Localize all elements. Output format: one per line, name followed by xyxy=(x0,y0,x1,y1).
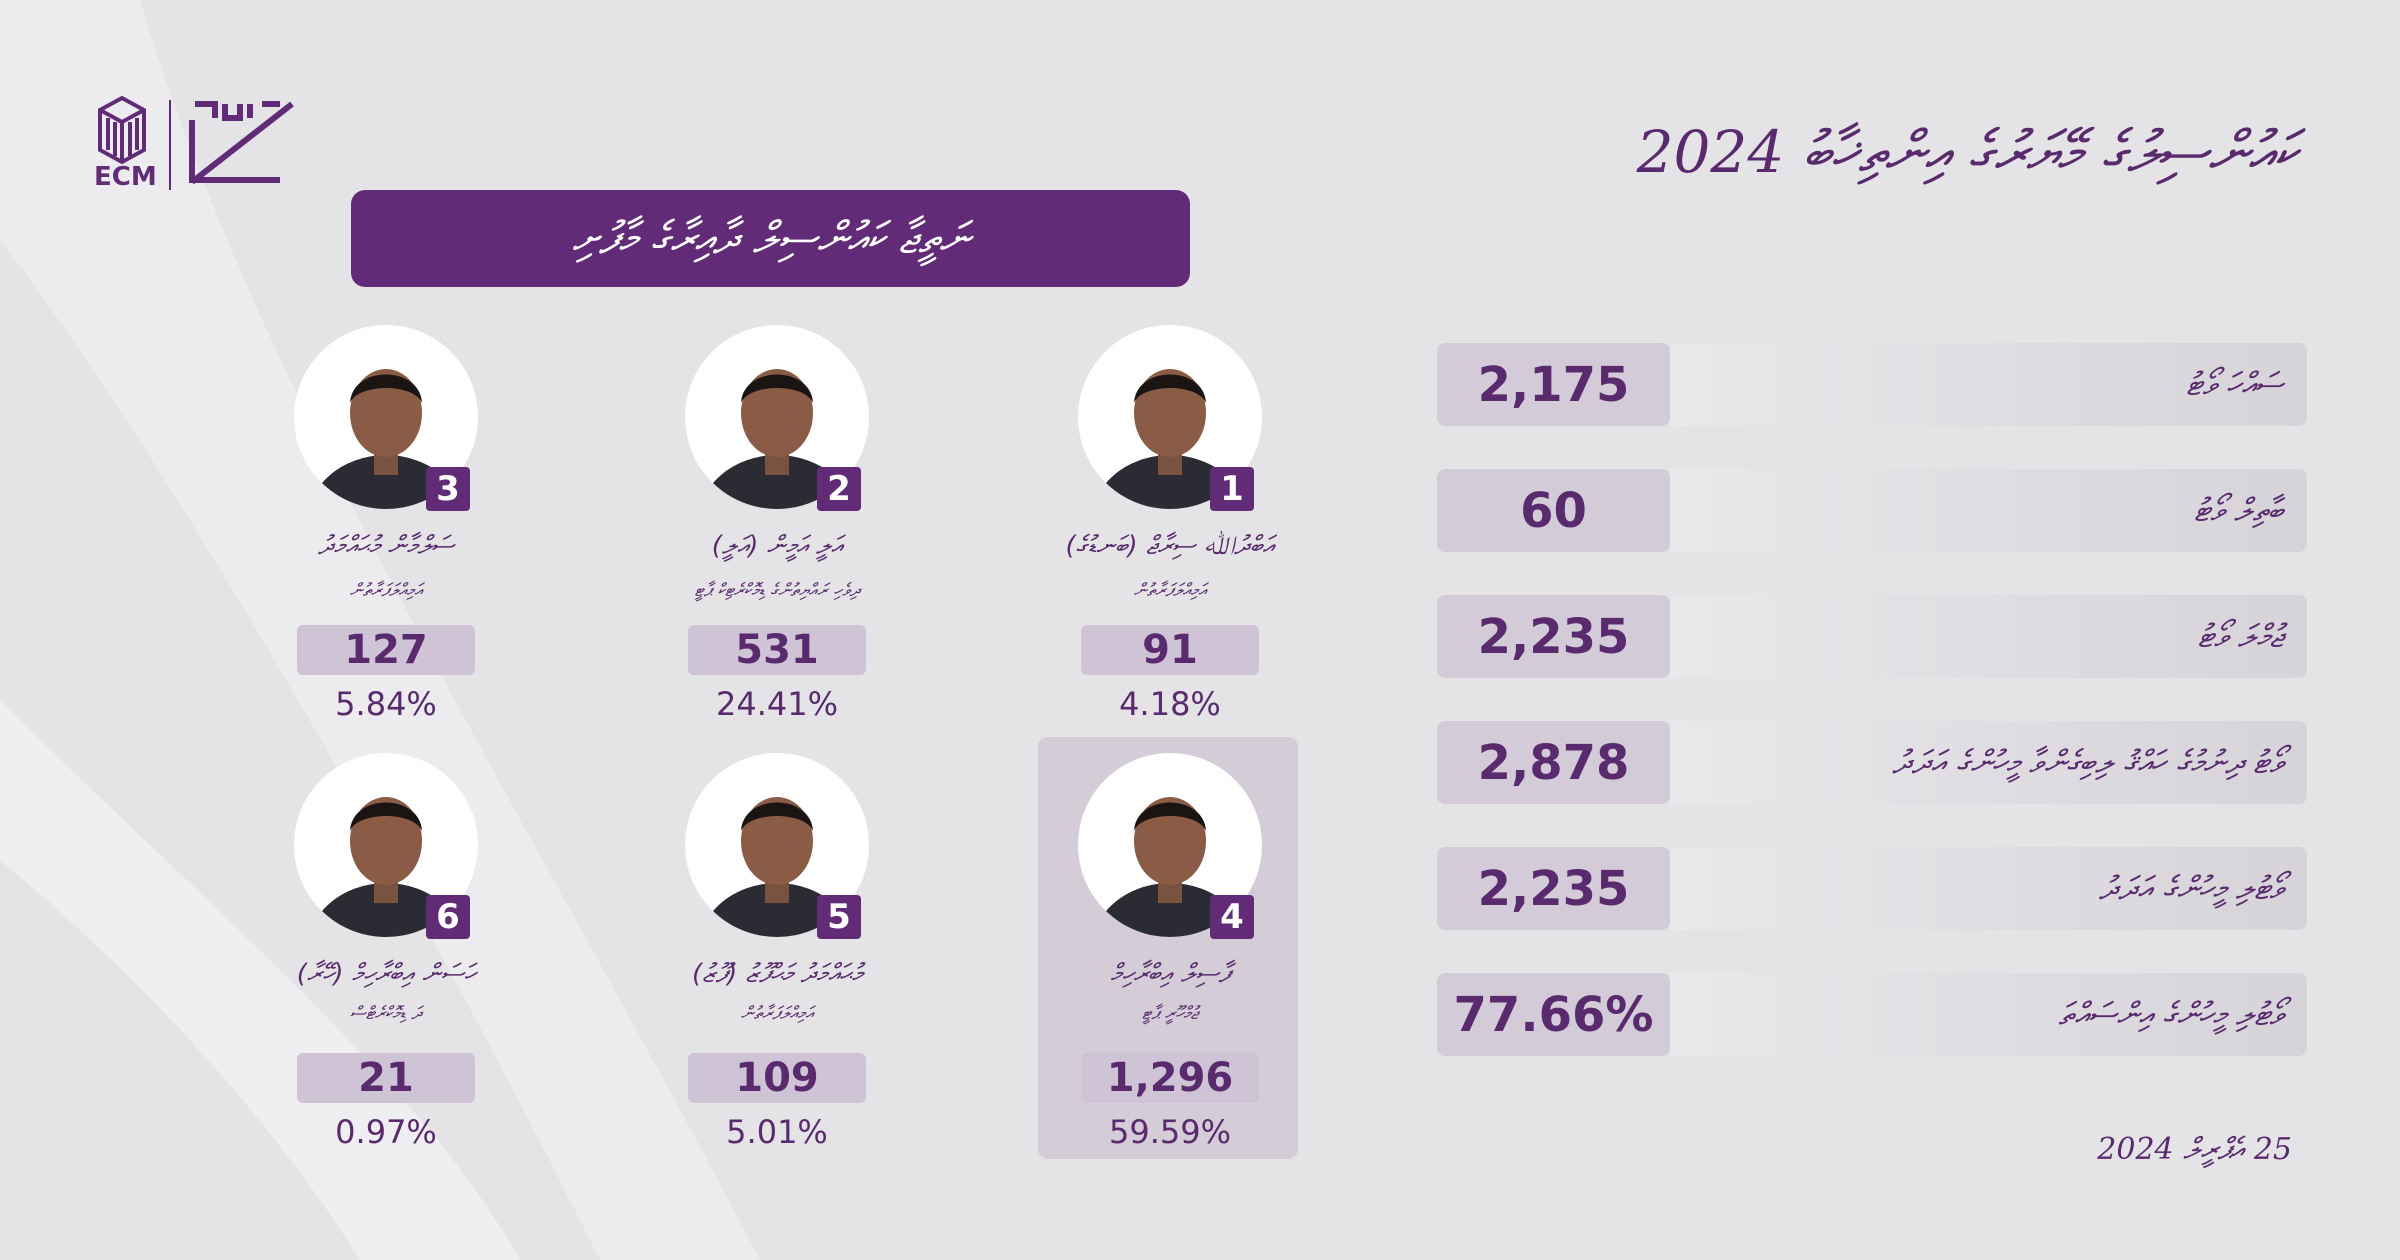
candidate-affiliation: އަމިއްލަފަރާތުން xyxy=(349,580,423,601)
stat-row: ޖުމްލަ ވޯޓު 2,235 xyxy=(1437,595,2307,678)
portrait xyxy=(308,797,464,937)
candidate-name: އަބްދުﷲ ސިރާޖް (ބަނޑުގެ) xyxy=(1065,531,1275,561)
candidate-votes: 109 xyxy=(688,1053,866,1103)
candidate-number: 5 xyxy=(817,895,861,939)
candidate-number: 6 xyxy=(426,895,470,939)
candidate-votes: 531 xyxy=(688,625,866,675)
candidate-photo xyxy=(685,325,869,509)
candidate-percent: 5.01% xyxy=(726,1113,828,1151)
stat-row: ވޯޓުލި މީހުންގެ އަދަދު 2,235 xyxy=(1437,847,2307,930)
banner: ނަތީޖާ ކައުންސިލް ދާއިރާގެ މާފުށި xyxy=(351,190,1190,287)
stat-row: ވޯޓު ދިނުމުގެ ހައްޤު ލިބިގެންވާ މީހުންގެ… xyxy=(1437,721,2307,804)
candidate-votes: 91 xyxy=(1081,625,1259,675)
stat-value: 2,235 xyxy=(1437,847,1670,930)
candidate-percent: 5.84% xyxy=(335,685,437,723)
title: ކައުންސިލުގެ މޭޔަރުގެ އިންތިޚާބު 2024 xyxy=(1636,118,2297,186)
candidate-affiliation: އަމިއްލަފަރާތުން xyxy=(1133,580,1207,601)
stat-value: 77.66% xyxy=(1437,973,1670,1056)
bg-swoosh xyxy=(0,700,520,1260)
portrait xyxy=(699,369,855,509)
candidate-name: ހަސަން އިބްރާހިމް (ހޭރާ) xyxy=(296,959,476,989)
portrait xyxy=(308,369,464,509)
candidate-affiliation: އަމިއްލަފަރާތުން xyxy=(740,1003,814,1024)
candidate-number: 3 xyxy=(426,467,470,511)
stat-label: ވޯޓު ދިނުމުގެ ހައްޤު ލިބިގެންވާ މީހުންގެ… xyxy=(1670,721,2307,804)
candidate-name: ސަލްމާން މުޙައްމަދު xyxy=(318,531,454,561)
logo-mark xyxy=(189,101,294,185)
stat-label: ޖުމްލަ ވޯޓު xyxy=(1670,595,2307,678)
candidate-affiliation: ދަ ޑިމޮކްރެޓްސް xyxy=(349,1003,423,1024)
logo-icon xyxy=(98,95,146,165)
stat-label: ވޯޓުލި މީހުންގެ އަދަދު xyxy=(1670,847,2307,930)
candidate-number: 2 xyxy=(817,467,861,511)
portrait xyxy=(1092,369,1248,509)
candidate-percent: 24.41% xyxy=(715,685,838,723)
candidate-name: އަލީ އަމީން (އަލީ) xyxy=(711,531,843,561)
stat-label: ސައްހަ ވޯޓު xyxy=(1670,343,2307,426)
stat-row: ބާތިލް ވޯޓު 60 xyxy=(1437,469,2307,552)
stat-value: 2,235 xyxy=(1437,595,1670,678)
stat-row: ސައްހަ ވޯޓު 2,175 xyxy=(1437,343,2307,426)
candidate-percent: 4.18% xyxy=(1119,685,1221,723)
candidate-votes: 21 xyxy=(297,1053,475,1103)
stat-label: ބާތިލް ވޯޓު xyxy=(1670,469,2307,552)
stat-value: 2,878 xyxy=(1437,721,1670,804)
candidate-number: 1 xyxy=(1210,467,1254,511)
candidate-votes: 1,296 xyxy=(1081,1053,1259,1103)
candidate-votes: 127 xyxy=(297,625,475,675)
stat-value: 2,175 xyxy=(1437,343,1670,426)
logo-text: ECM xyxy=(94,162,157,192)
candidate-affiliation: ޖުމްހޫރީ ޕާޓީ xyxy=(1142,1003,1198,1024)
stat-label: ވޯޓުލި މީހުންގެ އިންސައްތަ xyxy=(1670,973,2307,1056)
candidate-percent: 59.59% xyxy=(1108,1113,1231,1151)
portrait xyxy=(1092,797,1248,937)
stat-row: ވޯޓުލި މީހުންގެ އިންސައްތަ 77.66% xyxy=(1437,973,2307,1056)
candidate-name: މުޙައްމަދު މަޙްފޫޒު (ފޫޒު) xyxy=(692,959,862,989)
portrait xyxy=(699,797,855,937)
candidate-affiliation: ދިވެހި ރައްޔިތުންގެ ޑިމޮކްރެޓިކް ޕާޓީ xyxy=(694,580,860,601)
candidate-name: ފާސިލް އިބްރާހިމް xyxy=(1110,959,1230,989)
date: 25 އެޕްރީލް 2024 xyxy=(2097,1132,2292,1167)
candidate-number: 4 xyxy=(1210,895,1254,939)
candidate-percent: 0.97% xyxy=(335,1113,437,1151)
candidate-photo xyxy=(1078,325,1262,509)
stat-value: 60 xyxy=(1437,469,1670,552)
